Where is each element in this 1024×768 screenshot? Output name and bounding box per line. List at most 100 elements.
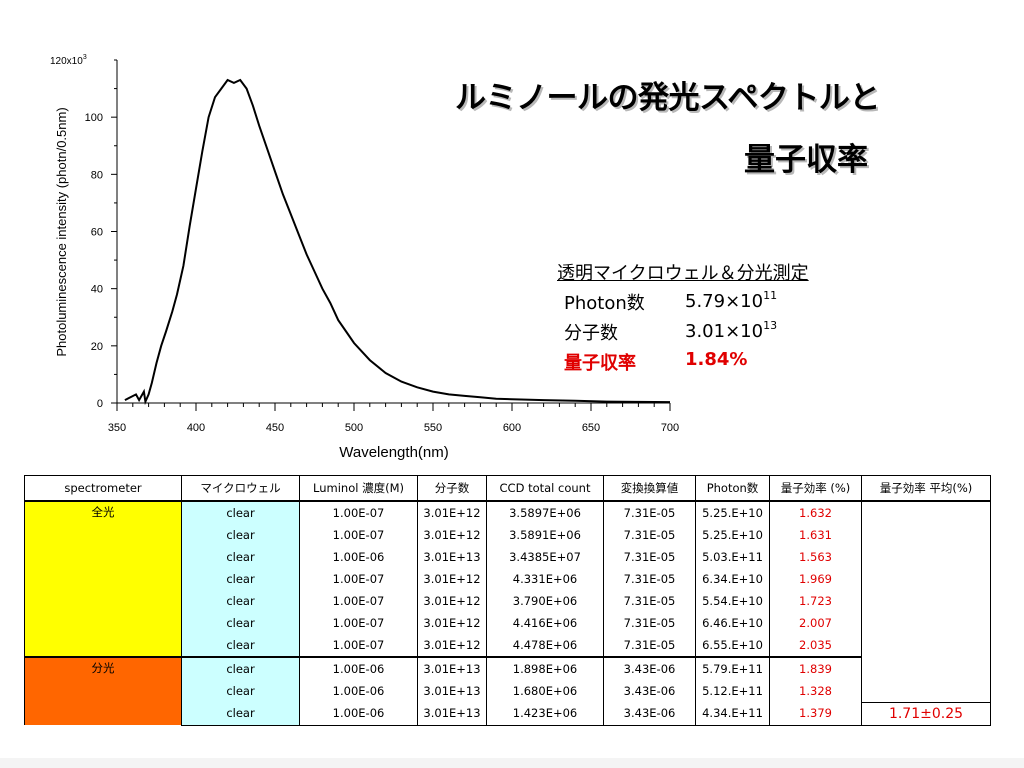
microwell-cell: clear <box>181 524 300 546</box>
y-tick-label: 0 <box>97 398 103 410</box>
table-row: clear 1.00E-07 3.01E+12 3.790E+06 7.31E-05 5.… <box>25 590 991 612</box>
molecule-label: 分子数 <box>564 323 618 344</box>
data-cell: 5.79.E+11 <box>695 656 770 680</box>
data-cell: 1.00E-06 <box>299 546 418 568</box>
data-cell: 3.43E-06 <box>603 680 696 702</box>
title-line-2: 量子収率 <box>744 142 868 178</box>
title-line-1: ルミノールの発光スペクトルと <box>455 80 880 116</box>
data-cell: 7.31E-05 <box>603 590 696 612</box>
table-row: clear 1.00E-07 3.01E+12 4.478E+06 7.31E-05 6.… <box>25 634 991 657</box>
data-cell: 4.331E+06 <box>486 568 604 590</box>
column-header: 量子効率 平均(%) <box>861 475 991 502</box>
average-empty-cell <box>861 501 991 703</box>
table-row: 分光 clear 1.00E-06 3.01E+13 1.898E+06 3.43E-06… <box>24 656 991 725</box>
y-tick-label: 20 <box>91 341 103 353</box>
data-cell: 3.4385E+07 <box>486 546 604 568</box>
quantum-yield-label: 量子収率 <box>564 353 636 374</box>
data-cell: 3.790E+06 <box>486 590 604 612</box>
table-row: 全光 clear 1.00E-07 3.01E+12 3.5897E+06 7.31E-0… <box>24 501 991 703</box>
table-row: clear 1.00E-07 3.01E+12 3.5891E+06 7.31E-05 5… <box>25 524 991 546</box>
quantum-efficiency-cell: 1.723 <box>769 590 862 612</box>
data-cell: 5.54.E+10 <box>695 590 770 612</box>
data-cell: 7.31E-05 <box>603 634 696 657</box>
data-cell: 7.31E-05 <box>603 524 696 546</box>
data-cell: 3.5897E+06 <box>486 501 604 524</box>
quantum-efficiency-cell: 2.007 <box>769 612 862 634</box>
table-row: clear 1.00E-07 3.01E+12 4.331E+06 7.31E-05 6.… <box>25 568 991 590</box>
data-cell: 4.34.E+11 <box>695 702 770 726</box>
data-cell: 3.01E+12 <box>417 634 487 657</box>
data-cell: 3.01E+12 <box>417 612 487 634</box>
data-cell: 1.00E-07 <box>299 568 418 590</box>
column-header: マイクロウェル <box>181 475 300 502</box>
column-header: 分子数 <box>417 475 487 502</box>
column-header: spectrometer <box>24 475 182 502</box>
quantum-efficiency-cell: 1.969 <box>769 568 862 590</box>
quantum-efficiency-cell: 2.035 <box>769 634 862 657</box>
data-cell: 1.898E+06 <box>486 656 604 680</box>
column-header: 変換換算値 <box>603 475 696 502</box>
y-axis-label: Photoluminescence intensity (photn/0.5nm… <box>54 107 69 356</box>
column-header: CCD total count <box>486 475 604 502</box>
data-cell: 6.55.E+10 <box>695 634 770 657</box>
x-tick-label: 700 <box>661 422 679 434</box>
data-cell: 1.680E+06 <box>486 680 604 702</box>
y-tick-label: 60 <box>91 227 103 239</box>
data-cell: 1.00E-06 <box>299 680 418 702</box>
data-cell: 7.31E-05 <box>603 501 696 524</box>
data-cell: 6.46.E+10 <box>695 612 770 634</box>
data-cell: 7.31E-05 <box>603 612 696 634</box>
data-cell: 1.00E-07 <box>299 524 418 546</box>
data-cell: 1.00E-07 <box>299 590 418 612</box>
quantum-efficiency-cell: 1.379 <box>769 702 862 726</box>
x-tick-label: 500 <box>345 422 363 434</box>
x-axis-label: Wavelength(nm) <box>339 444 448 461</box>
data-cell: 3.43E-06 <box>603 702 696 726</box>
spectrum-line <box>124 78 671 406</box>
data-cell: 3.43E-06 <box>603 656 696 680</box>
data-cell: 3.01E+13 <box>417 546 487 568</box>
data-cell: 3.5891E+06 <box>486 524 604 546</box>
data-cell: 1.00E-07 <box>299 612 418 634</box>
y-tick-label: 40 <box>91 284 103 296</box>
quantum-efficiency-cell: 1.328 <box>769 680 862 702</box>
data-cell: 4.478E+06 <box>486 634 604 657</box>
x-tick-label: 450 <box>266 422 284 434</box>
data-cell: 3.01E+12 <box>417 590 487 612</box>
table-row: clear 1.00E-06 3.01E+13 1.423E+06 3.43E-06 4.… <box>25 701 991 726</box>
microwell-cell: clear <box>181 568 300 590</box>
microwell-cell: clear <box>181 590 300 612</box>
data-cell: 5.03.E+11 <box>695 546 770 568</box>
x-tick-label: 400 <box>187 422 205 434</box>
spectrometer-cell: 分光 <box>24 656 182 725</box>
y-tick-label: 100 <box>85 112 103 124</box>
data-cell: 3.01E+12 <box>417 568 487 590</box>
column-header: Photon数 <box>695 475 770 502</box>
data-cell: 1.423E+06 <box>486 702 604 726</box>
microwell-cell: clear <box>181 634 300 657</box>
data-cell: 3.01E+12 <box>417 524 487 546</box>
quantum-efficiency-cell: 1.839 <box>769 656 862 680</box>
photon-value: 5.79×1011 <box>685 289 778 312</box>
average-quantum-efficiency: 1.71±0.25 <box>861 701 991 726</box>
table-row: clear 1.00E-06 3.01E+13 3.4385E+07 7.31E-05 5… <box>25 546 991 568</box>
data-cell: 6.34.E+10 <box>695 568 770 590</box>
quantum-efficiency-cell: 1.631 <box>769 524 862 546</box>
microwell-cell: clear <box>181 501 300 524</box>
data-cell: 3.01E+13 <box>417 680 487 702</box>
data-cell: 3.01E+12 <box>417 501 487 524</box>
molecule-value: 3.01×1013 <box>685 319 778 342</box>
quantum-efficiency-cell: 1.563 <box>769 546 862 568</box>
microwell-cell: clear <box>181 680 300 702</box>
data-cell: 7.31E-05 <box>603 568 696 590</box>
y-multiplier-label: 120x103 <box>50 54 87 67</box>
results-table: spectrometer マイクロウェル Luminol 濃度(M) 分子数 CCD t… <box>24 475 991 726</box>
data-cell: 1.00E-07 <box>299 634 418 657</box>
spectrum-chart: 0 20 40 60 80 100 350 400 450 500 550 600 650 700 Pho… <box>50 54 679 461</box>
x-tick-label: 600 <box>503 422 521 434</box>
data-cell: 5.12.E+11 <box>695 680 770 702</box>
column-header: Luminol 濃度(M) <box>299 475 418 502</box>
quantum-yield-value: 1.84% <box>685 349 748 370</box>
y-tick-label: 80 <box>91 169 103 181</box>
microwell-cell: clear <box>181 546 300 568</box>
